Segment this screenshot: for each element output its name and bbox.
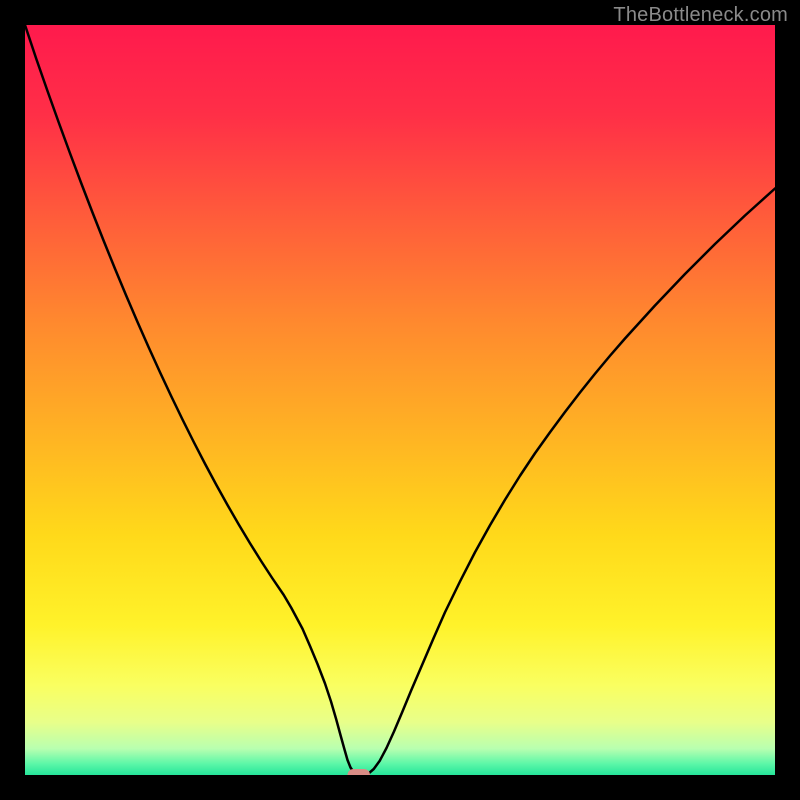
plot-area <box>25 25 775 775</box>
watermark-text: TheBottleneck.com <box>613 4 788 27</box>
bottleneck-chart <box>0 0 800 800</box>
chart-container: TheBottleneck.com <box>0 0 800 800</box>
